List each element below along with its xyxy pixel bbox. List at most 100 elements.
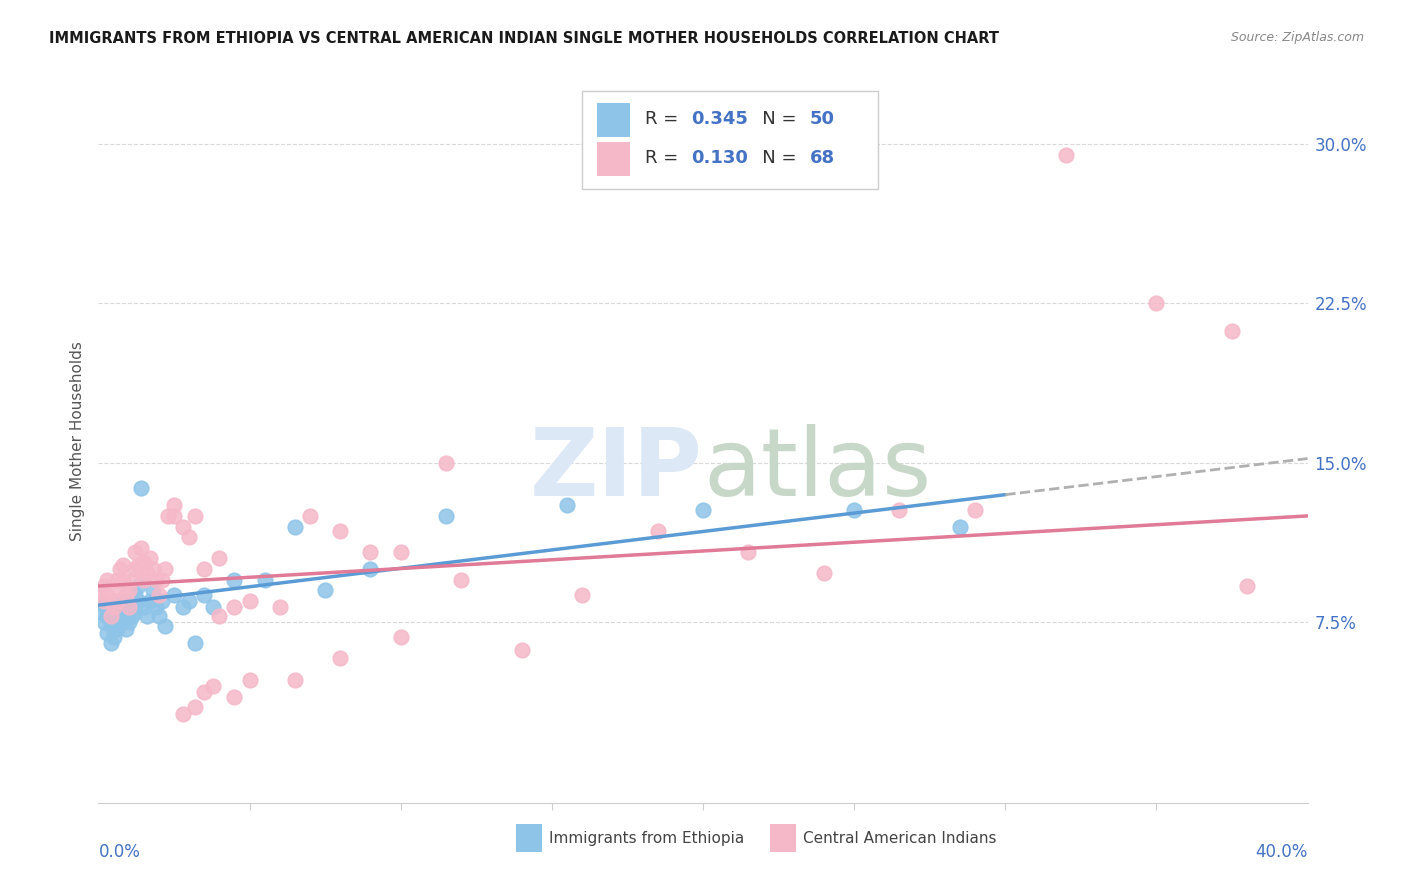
Point [1144, 296, 1167, 310]
Point [108, 615, 131, 630]
Point [148, 608, 170, 623]
Point [129, 481, 152, 495]
Point [434, 456, 457, 470]
Point [114, 622, 136, 636]
Point [118, 598, 141, 612]
Point [118, 615, 141, 630]
Point [93, 579, 115, 593]
Point [108, 600, 131, 615]
Text: R =: R = [645, 110, 683, 128]
Point [844, 502, 866, 516]
Text: 0.345: 0.345 [690, 110, 748, 128]
Point [329, 651, 352, 665]
Point [148, 588, 170, 602]
Point [1220, 324, 1243, 338]
Text: atlas: atlas [703, 425, 931, 516]
Point [121, 594, 143, 608]
Point [105, 622, 128, 636]
Text: N =: N = [745, 149, 803, 167]
Point [314, 583, 336, 598]
Point [179, 594, 201, 608]
Point [163, 508, 186, 523]
Point [1054, 147, 1077, 161]
Point [103, 613, 125, 627]
Point [172, 519, 194, 533]
Point [184, 508, 207, 523]
Text: Central American Indians: Central American Indians [803, 831, 997, 847]
Point [193, 685, 215, 699]
Point [100, 608, 122, 623]
Y-axis label: Single Mother Households: Single Mother Households [69, 342, 84, 541]
Point [737, 545, 759, 559]
Point [127, 594, 149, 608]
Point [889, 502, 911, 516]
Point [253, 573, 276, 587]
Point [124, 545, 146, 559]
Text: 68: 68 [810, 149, 835, 167]
Point [284, 673, 307, 687]
Point [571, 588, 593, 602]
Point [111, 573, 134, 587]
Point [121, 573, 143, 587]
Point [510, 642, 533, 657]
Point [239, 673, 262, 687]
Point [224, 600, 246, 615]
Text: IMMIGRANTS FROM ETHIOPIA VS CENTRAL AMERICAN INDIAN SINGLE MOTHER HOUSEHOLDS COR: IMMIGRANTS FROM ETHIOPIA VS CENTRAL AMER… [49, 31, 1000, 46]
Point [647, 524, 669, 538]
Point [124, 605, 146, 619]
FancyBboxPatch shape [582, 91, 879, 189]
Point [172, 600, 194, 615]
Text: ZIP: ZIP [530, 425, 703, 516]
Point [150, 594, 173, 608]
Point [100, 636, 122, 650]
Point [329, 524, 352, 538]
Point [121, 608, 143, 623]
Text: N =: N = [745, 110, 803, 128]
Point [239, 594, 262, 608]
Point [163, 498, 186, 512]
Point [90, 583, 112, 598]
Point [127, 558, 149, 572]
Point [139, 551, 162, 566]
Point [813, 566, 835, 581]
Point [103, 630, 125, 644]
Point [153, 562, 176, 576]
Point [163, 588, 186, 602]
Point [389, 545, 412, 559]
Point [132, 556, 155, 570]
Point [299, 508, 322, 523]
Point [150, 573, 173, 587]
Point [105, 594, 128, 608]
Point [1236, 579, 1258, 593]
Point [692, 502, 714, 516]
Point [193, 588, 215, 602]
Point [127, 579, 149, 593]
Point [193, 562, 215, 576]
Point [224, 690, 246, 704]
Point [145, 600, 167, 615]
Point [284, 519, 307, 533]
Point [184, 636, 207, 650]
Text: Immigrants from Ethiopia: Immigrants from Ethiopia [550, 831, 745, 847]
Text: R =: R = [645, 149, 683, 167]
Text: 50: 50 [810, 110, 834, 128]
Point [111, 594, 134, 608]
Point [949, 519, 972, 533]
Point [153, 619, 176, 633]
Point [114, 605, 136, 619]
Point [93, 594, 115, 608]
Point [208, 551, 231, 566]
Point [360, 545, 382, 559]
FancyBboxPatch shape [596, 142, 630, 177]
Point [118, 600, 141, 615]
Point [90, 605, 112, 619]
Text: 0.130: 0.130 [690, 149, 748, 167]
Point [114, 588, 136, 602]
Point [132, 573, 155, 587]
Point [96, 625, 118, 640]
Point [156, 508, 179, 523]
Point [434, 508, 457, 523]
Point [96, 588, 118, 602]
Point [132, 600, 155, 615]
Point [965, 502, 987, 516]
